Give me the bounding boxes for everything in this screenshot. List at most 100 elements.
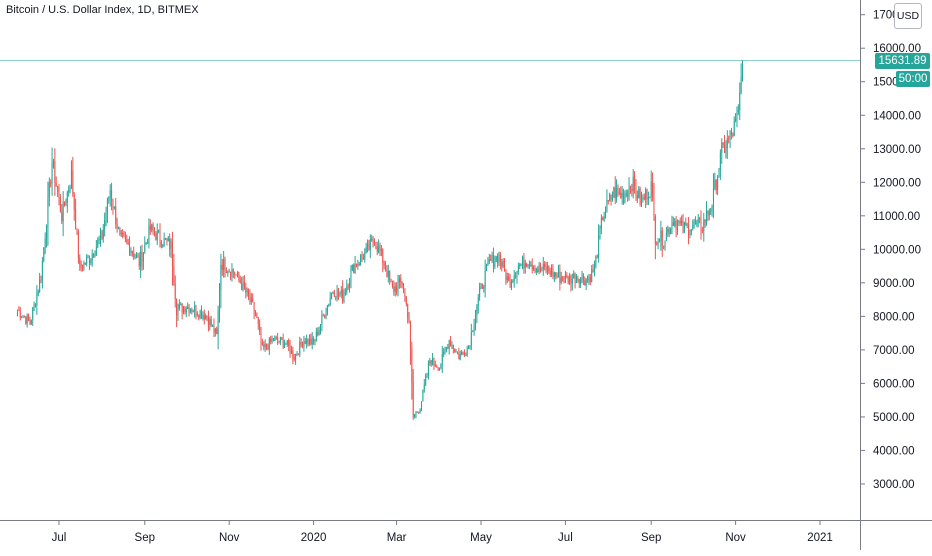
- candle: [481, 283, 483, 289]
- candle: [184, 306, 186, 315]
- candle-body: [495, 256, 497, 262]
- plot-area[interactable]: [0, 0, 860, 520]
- candle: [73, 192, 75, 221]
- candle-body: [693, 221, 695, 226]
- candle-body: [28, 315, 30, 321]
- candle: [169, 233, 171, 257]
- candle-body: [526, 263, 528, 267]
- candle: [257, 316, 259, 330]
- time-scale[interactable]: Jul Sep Nov 2020 Mar May Jul Sep Nov 2021: [0, 520, 860, 550]
- candle: [624, 190, 626, 204]
- candle: [19, 306, 21, 321]
- candle-body: [147, 242, 149, 245]
- candle-body: [231, 269, 233, 277]
- candle: [72, 156, 74, 197]
- candle: [658, 238, 660, 243]
- candle: [634, 171, 636, 194]
- candle-body: [682, 220, 684, 233]
- candle-body: [580, 277, 582, 284]
- candle: [285, 342, 287, 345]
- candle-body: [353, 264, 355, 273]
- candle: [69, 184, 71, 194]
- candle: [278, 340, 280, 344]
- candle-body: [94, 255, 96, 258]
- candle-body: [724, 144, 726, 154]
- candle-body: [477, 297, 479, 308]
- candle-body: [563, 279, 565, 283]
- candle: [367, 239, 369, 253]
- candle: [401, 281, 403, 289]
- candle-body: [557, 271, 559, 277]
- candle-body: [642, 197, 644, 199]
- candle: [522, 255, 524, 270]
- candle: [708, 208, 710, 221]
- scale-corner: [860, 520, 932, 550]
- candle: [474, 309, 476, 331]
- price-scale[interactable]: 3000.00 4000.00 5000.00 6000.00 7000.00 8000.…: [860, 0, 932, 520]
- candle: [479, 282, 481, 301]
- candle-body: [681, 220, 683, 224]
- candle: [665, 226, 667, 242]
- candle: [138, 252, 140, 270]
- candle: [445, 346, 447, 353]
- candle-body: [357, 263, 359, 267]
- candle: [238, 271, 240, 283]
- candle: [641, 191, 643, 207]
- candle-body: [199, 310, 201, 318]
- candle: [317, 327, 319, 337]
- candle: [117, 226, 119, 230]
- candle-body: [61, 211, 63, 222]
- candle: [391, 280, 393, 289]
- candle-body: [621, 192, 623, 198]
- candle: [18, 306, 20, 311]
- candle-body: [198, 314, 200, 318]
- candle-body: [355, 264, 357, 267]
- candle: [497, 253, 499, 268]
- candle: [221, 258, 223, 276]
- candle: [434, 360, 436, 367]
- candle: [329, 291, 331, 307]
- candle: [297, 353, 299, 356]
- candle-body: [185, 309, 187, 313]
- candle-body: [627, 193, 629, 197]
- candle: [707, 210, 709, 222]
- candle-body: [462, 352, 464, 354]
- candle-body: [145, 242, 147, 245]
- candle: [207, 310, 209, 332]
- candlestick-plot[interactable]: [0, 0, 860, 520]
- candle-body: [730, 131, 732, 135]
- candle: [515, 272, 517, 279]
- candle: [740, 63, 742, 95]
- candle: [126, 234, 128, 245]
- candle: [540, 262, 542, 273]
- candle-body: [472, 331, 474, 333]
- candle: [191, 307, 193, 315]
- candle: [162, 243, 164, 248]
- candle: [729, 130, 731, 149]
- candle-body: [187, 306, 189, 310]
- candle: [84, 262, 86, 265]
- candle-body: [692, 225, 694, 230]
- candle-body: [582, 274, 584, 281]
- candle: [469, 345, 471, 350]
- candle-body: [176, 299, 178, 316]
- currency-unit-button[interactable]: USD: [894, 3, 922, 29]
- candle: [243, 275, 245, 290]
- candle-body: [72, 170, 74, 194]
- candle: [236, 271, 238, 278]
- candle-body: [271, 339, 273, 342]
- candle-body: [391, 281, 393, 287]
- candle-body: [183, 307, 185, 313]
- candle-body: [396, 286, 398, 292]
- candle-body: [656, 243, 658, 245]
- candle: [690, 229, 692, 236]
- candle: [436, 364, 438, 368]
- candle-body: [711, 205, 713, 211]
- candle-body: [426, 373, 428, 377]
- price-tick-label: 14000.00: [873, 110, 921, 122]
- candle: [397, 274, 399, 297]
- candle-body: [206, 315, 208, 318]
- candle-body: [422, 389, 424, 402]
- candle-body: [54, 161, 56, 184]
- candle: [535, 267, 537, 276]
